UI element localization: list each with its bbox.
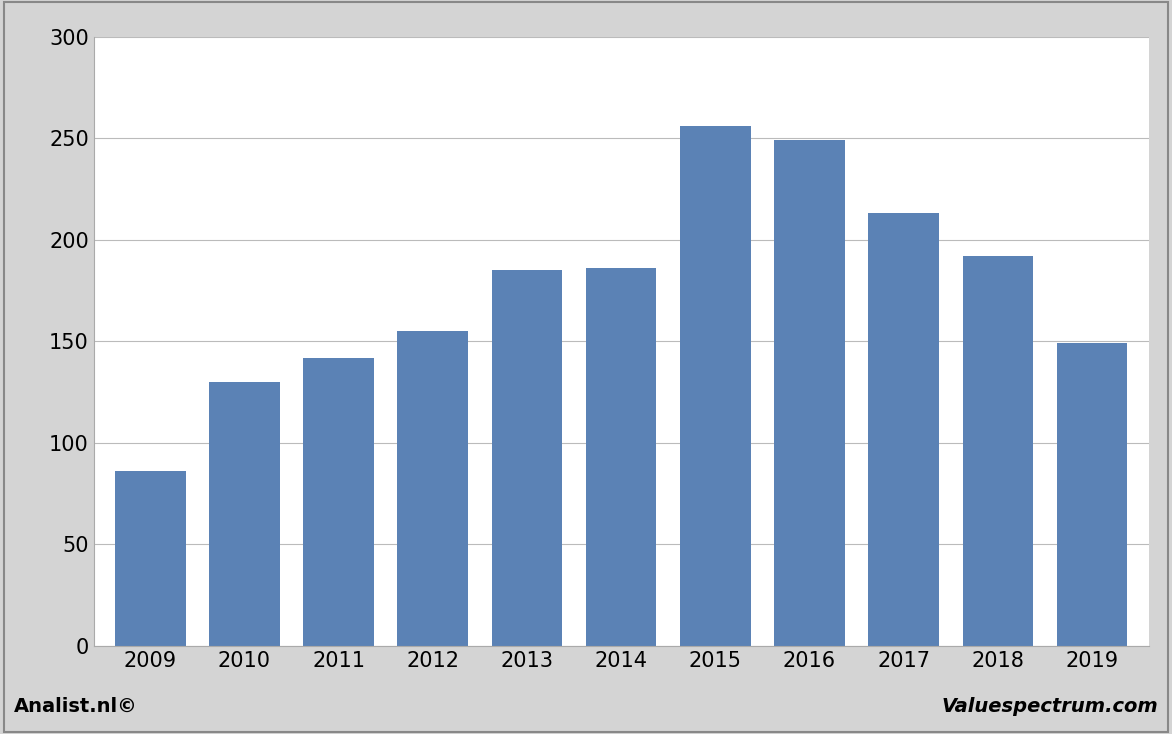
Bar	[680, 126, 750, 646]
Bar	[962, 256, 1034, 646]
Bar	[586, 268, 656, 646]
Text: Analist.nl©: Analist.nl©	[14, 697, 138, 716]
Bar	[209, 382, 280, 646]
Bar	[492, 270, 563, 646]
Bar	[397, 331, 468, 646]
Bar	[1057, 344, 1127, 646]
Bar	[115, 471, 185, 646]
Text: Valuespectrum.com: Valuespectrum.com	[941, 697, 1158, 716]
Bar	[775, 140, 845, 646]
Bar	[868, 214, 939, 646]
Bar	[304, 357, 374, 646]
